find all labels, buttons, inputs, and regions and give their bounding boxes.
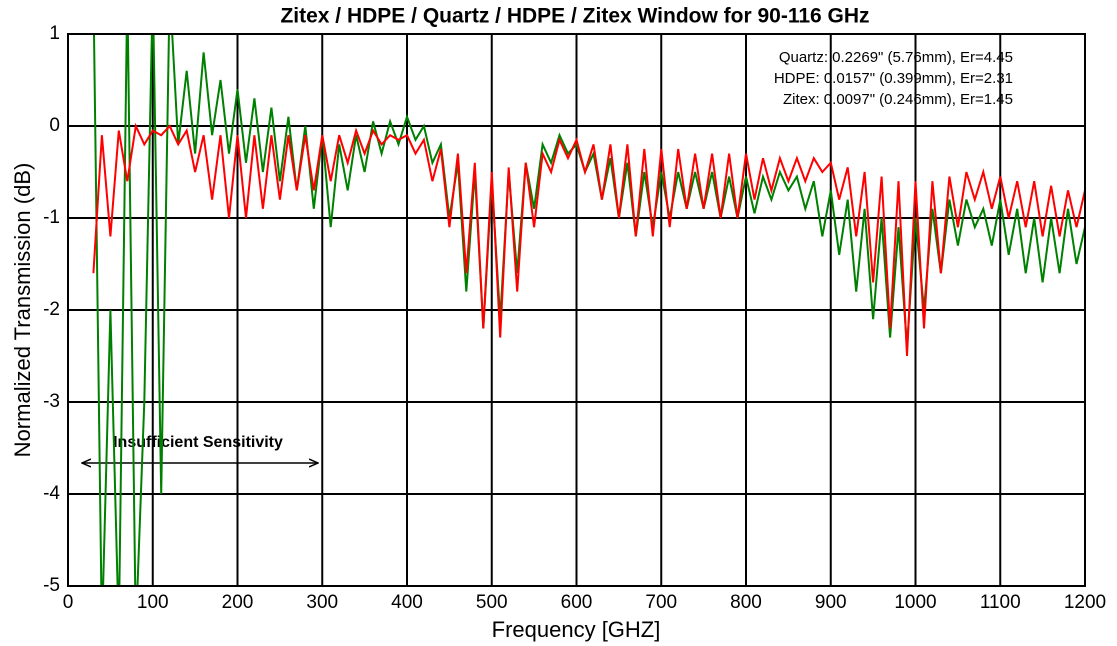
y-tick-label: -5 bbox=[43, 575, 60, 596]
annotation: HDPE: 0.0157" (0.399mm), Er=2.31 bbox=[774, 70, 1013, 87]
x-tick-label: 1100 bbox=[980, 592, 1021, 613]
grid bbox=[67, 33, 1086, 587]
annotation: Quartz: 0.2269" (5.76mm), Er=4.45 bbox=[779, 49, 1013, 66]
x-tick-label: 400 bbox=[391, 592, 423, 613]
y-tick-label: -1 bbox=[43, 207, 60, 228]
y-tick-label: 1 bbox=[49, 23, 60, 44]
x-tick-label: 1000 bbox=[894, 592, 936, 613]
x-tick-label: 200 bbox=[222, 592, 254, 613]
x-tick-label: 300 bbox=[306, 592, 338, 613]
x-tick-label: 500 bbox=[476, 592, 508, 613]
annotation: Insufficient Sensitivity bbox=[113, 434, 283, 451]
annotation: Zitex: 0.0097" (0.246mm), Er=1.45 bbox=[783, 91, 1013, 108]
chart-title: Zitex / HDPE / Quartz / HDPE / Zitex Win… bbox=[280, 5, 869, 28]
x-tick-label: 900 bbox=[815, 592, 847, 613]
x-tick-label: 700 bbox=[645, 592, 677, 613]
x-tick-label: 0 bbox=[63, 592, 74, 613]
x-tick-label: 800 bbox=[730, 592, 762, 613]
x-axis-label: Frequency [GHZ] bbox=[492, 617, 661, 642]
plot bbox=[92, 34, 1085, 586]
data-line bbox=[92, 122, 1085, 357]
x-tick-label: 100 bbox=[137, 592, 169, 613]
y-axis-label: Normalized Transmission (dB) bbox=[10, 163, 35, 458]
y-tick-label: -4 bbox=[43, 483, 60, 504]
x-tick-label: 1200 bbox=[1064, 592, 1106, 613]
x-tick-label: 600 bbox=[561, 592, 593, 613]
y-tick-label: -3 bbox=[43, 391, 60, 412]
y-tick-label: 0 bbox=[49, 115, 60, 136]
y-tick-label: -2 bbox=[43, 299, 60, 320]
plot-frame bbox=[67, 33, 1086, 587]
